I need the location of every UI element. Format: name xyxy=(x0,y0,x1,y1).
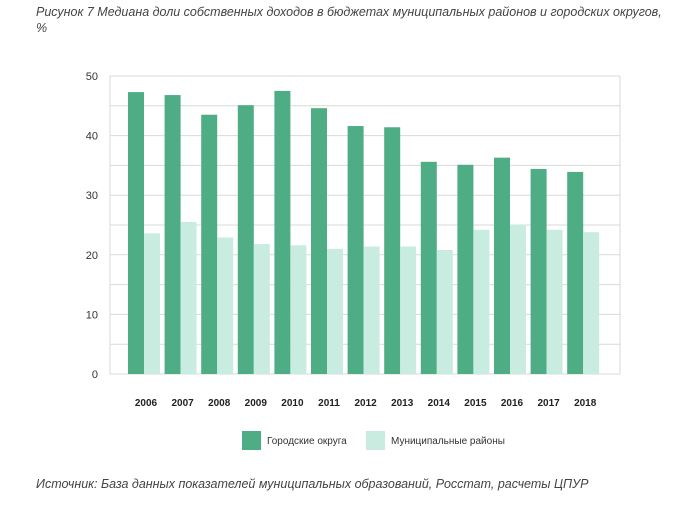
legend-swatch xyxy=(366,431,385,450)
x-tick-label: 2007 xyxy=(171,398,194,409)
y-tick-label: 10 xyxy=(86,309,98,321)
x-tick-label: 2014 xyxy=(428,398,451,409)
bar-gorodskie-okruga xyxy=(384,127,401,374)
bar-gorodskie-okruga xyxy=(128,92,144,374)
bar-gorodskie-okruga xyxy=(274,90,291,375)
x-tick-label: 2012 xyxy=(354,398,377,409)
bar-gorodskie-okruga xyxy=(164,95,181,375)
x-tick-label: 2013 xyxy=(391,398,414,409)
y-tick-label: 40 xyxy=(86,131,98,143)
bar-gorodskie-okruga xyxy=(420,161,437,374)
bar-gorodskie-okruga xyxy=(567,171,584,374)
bar-gorodskie-okruga xyxy=(494,157,510,374)
y-tick-label: 0 xyxy=(92,369,98,381)
bar-munitsipalnye-rayony xyxy=(583,232,600,374)
bar-munitsipalnye-rayony xyxy=(144,233,160,374)
bar-munitsipalnye-rayony xyxy=(327,248,343,374)
bar-chart: 0 10 20 30 40 50 2006 2007 2008 2009 2010 2011 2012 2… xyxy=(86,71,621,450)
legend-label: Городские округа xyxy=(267,436,347,447)
y-tick-label: 30 xyxy=(86,190,98,202)
x-tick-label: 2008 xyxy=(208,398,231,409)
x-tick-label: 2010 xyxy=(281,398,304,409)
bar-munitsipalnye-rayony xyxy=(473,229,490,374)
legend-label: Муниципальные районы xyxy=(391,436,505,447)
bar-munitsipalnye-rayony xyxy=(363,246,380,374)
bar-munitsipalnye-rayony xyxy=(217,237,234,374)
y-tick-label: 50 xyxy=(86,71,98,83)
bar-munitsipalnye-rayony xyxy=(510,224,526,374)
bar-munitsipalnye-rayony xyxy=(180,222,197,374)
x-tick-label: 2018 xyxy=(574,398,597,409)
bar-munitsipalnye-rayony xyxy=(400,246,417,374)
x-tick-label: 2006 xyxy=(135,398,158,409)
source-note: Источник: База данных показателей муници… xyxy=(36,477,589,491)
bar-munitsipalnye-rayony xyxy=(546,229,563,374)
bar-gorodskie-okruga xyxy=(347,126,364,375)
bar-gorodskie-okruga xyxy=(530,168,547,374)
bar-munitsipalnye-rayony xyxy=(290,245,307,374)
legend-swatch xyxy=(242,431,261,450)
chart-caption: Рисунок 7 Медиана доли собственных доход… xyxy=(36,5,662,35)
bar-munitsipalnye-rayony xyxy=(253,244,270,374)
x-tick-label: 2016 xyxy=(501,398,524,409)
x-tick-label: 2011 xyxy=(318,398,340,409)
bar-gorodskie-okruga xyxy=(457,164,474,374)
bar-gorodskie-okruga xyxy=(237,105,254,374)
bar-gorodskie-okruga xyxy=(201,114,218,375)
bar-gorodskie-okruga xyxy=(311,108,327,375)
bar-munitsipalnye-rayony xyxy=(436,250,453,374)
x-tick-label: 2017 xyxy=(537,398,560,409)
x-tick-label: 2009 xyxy=(245,398,268,409)
x-tick-label: 2015 xyxy=(464,398,487,409)
y-tick-label: 20 xyxy=(86,250,98,262)
